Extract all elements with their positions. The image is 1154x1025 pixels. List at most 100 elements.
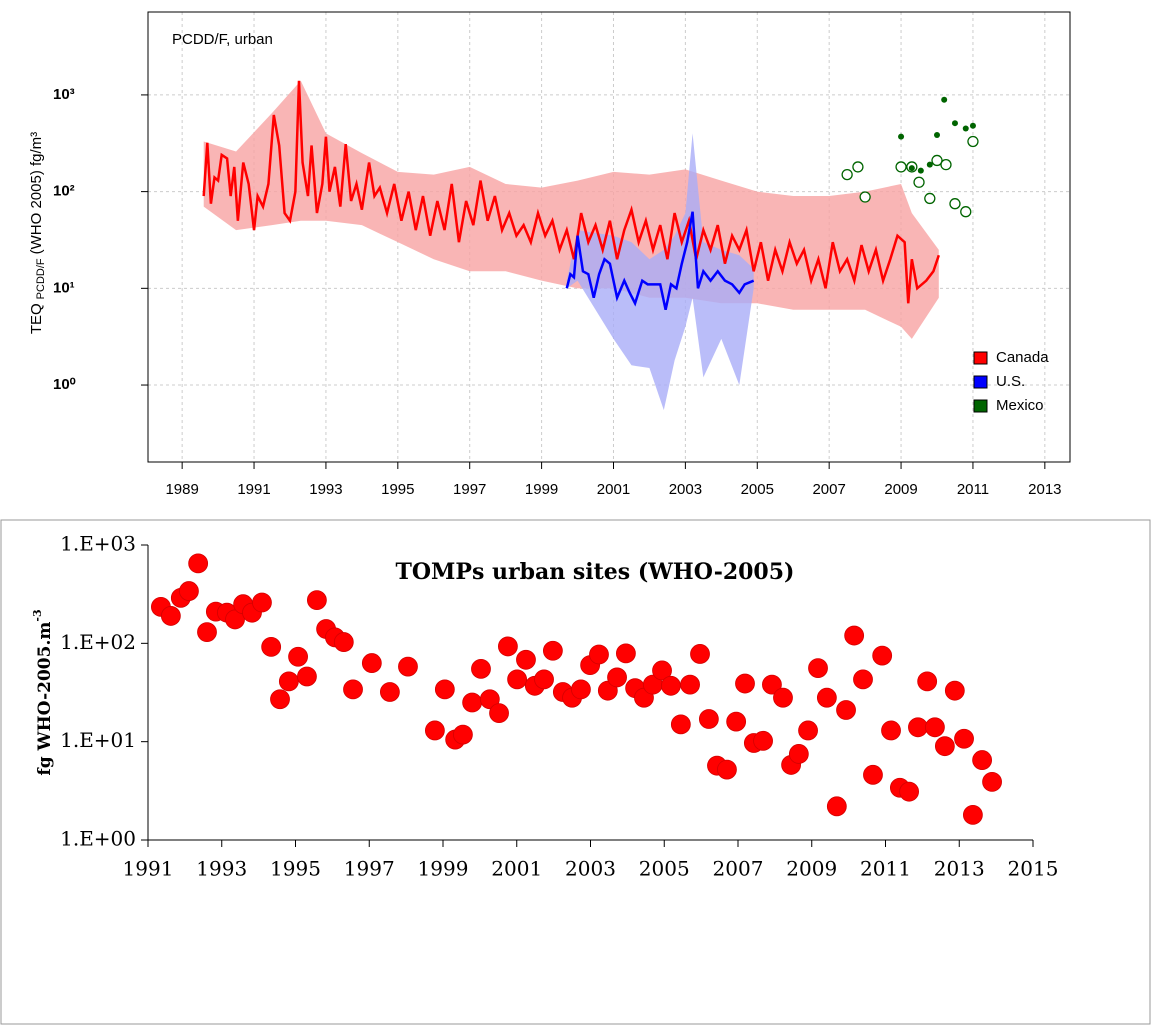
legend-label: Canada bbox=[996, 349, 1049, 366]
x-tick-label: 1995 bbox=[270, 857, 321, 881]
open-point bbox=[913, 176, 925, 188]
point bbox=[972, 750, 993, 770]
x-tick-label: 2015 bbox=[1008, 857, 1059, 881]
y-tick-label: 10⁰ bbox=[53, 376, 76, 393]
point bbox=[863, 764, 883, 785]
point bbox=[753, 730, 773, 751]
point bbox=[424, 720, 445, 741]
open-point bbox=[931, 154, 943, 167]
point bbox=[297, 666, 317, 687]
uncertainty-band bbox=[566, 133, 754, 411]
point bbox=[881, 720, 901, 741]
y-tick-label: 1.E+03 bbox=[60, 532, 136, 556]
point bbox=[333, 632, 354, 652]
point bbox=[607, 667, 627, 688]
point bbox=[343, 679, 363, 700]
x-tick-label: 2001 bbox=[597, 481, 630, 498]
point bbox=[179, 581, 199, 601]
point bbox=[197, 622, 217, 643]
legend-swatch bbox=[973, 375, 988, 389]
point bbox=[479, 689, 500, 710]
y-axis-label-part: PCDD/F bbox=[35, 258, 47, 299]
lower-frame bbox=[0, 519, 1151, 1025]
point bbox=[899, 781, 919, 802]
point bbox=[853, 669, 873, 690]
legend-label: U.S. bbox=[996, 373, 1025, 390]
open-point bbox=[841, 168, 853, 181]
x-tick-label: 2005 bbox=[639, 857, 690, 881]
y-tick-label: 1.E+00 bbox=[60, 827, 136, 851]
point bbox=[925, 717, 945, 738]
point bbox=[288, 646, 308, 667]
point bbox=[816, 687, 837, 708]
point bbox=[516, 649, 536, 670]
point bbox=[660, 675, 681, 696]
x-tick-label: 2009 bbox=[786, 857, 837, 881]
point bbox=[589, 644, 609, 665]
x-tick-label: 1989 bbox=[165, 481, 198, 498]
x-tick-label: 1999 bbox=[418, 857, 469, 881]
filled-point bbox=[908, 165, 915, 172]
point bbox=[261, 636, 282, 657]
point bbox=[534, 669, 554, 690]
point bbox=[788, 744, 809, 764]
x-tick-label: 1993 bbox=[196, 857, 247, 881]
open-point bbox=[940, 159, 952, 171]
y-tick-label: 1.E+02 bbox=[60, 630, 136, 654]
y-axis-label-sup: -3 bbox=[31, 609, 44, 621]
x-tick-label: 2007 bbox=[713, 857, 764, 881]
x-tick-label: 1991 bbox=[123, 857, 174, 881]
plot-frame bbox=[147, 11, 1071, 463]
point bbox=[252, 592, 272, 613]
point bbox=[717, 759, 737, 780]
x-tick-label: 1999 bbox=[525, 481, 558, 498]
filled-point bbox=[941, 96, 948, 103]
point bbox=[934, 736, 955, 757]
point bbox=[398, 656, 418, 677]
x-tick-label: 2009 bbox=[884, 481, 917, 498]
open-point bbox=[960, 206, 972, 218]
point bbox=[225, 609, 245, 630]
point bbox=[497, 636, 518, 657]
series-line bbox=[202, 80, 940, 304]
point bbox=[908, 717, 928, 738]
filled-point bbox=[969, 122, 976, 129]
point bbox=[773, 687, 793, 708]
x-tick-label: 2013 bbox=[934, 857, 985, 881]
point bbox=[982, 771, 1002, 792]
point bbox=[917, 671, 938, 692]
x-tick-label: 2003 bbox=[669, 481, 702, 498]
y-axis-label-part: TEQ bbox=[28, 303, 45, 334]
y-tick-label: 10¹ bbox=[53, 279, 75, 296]
x-tick-label: 2011 bbox=[957, 481, 989, 498]
filled-point bbox=[926, 161, 933, 168]
point bbox=[826, 796, 847, 817]
point bbox=[507, 669, 528, 690]
point bbox=[954, 728, 974, 749]
point bbox=[462, 692, 483, 713]
y-axis-label: fg WHO-2005.m-3 bbox=[31, 609, 55, 775]
legend-label: Mexico bbox=[996, 397, 1044, 414]
y-tick-label: 10³ bbox=[53, 86, 75, 103]
x-tick-label: 2007 bbox=[812, 481, 845, 498]
point bbox=[726, 711, 747, 732]
point bbox=[616, 643, 636, 664]
point bbox=[872, 645, 893, 666]
point bbox=[962, 804, 983, 825]
filled-point bbox=[917, 167, 924, 174]
point bbox=[808, 658, 828, 678]
x-tick-label: 2013 bbox=[1028, 481, 1061, 498]
open-point bbox=[924, 192, 936, 205]
point bbox=[379, 682, 400, 702]
point bbox=[453, 724, 473, 745]
x-tick-label: 1997 bbox=[453, 481, 486, 498]
point bbox=[944, 680, 965, 701]
open-point bbox=[859, 191, 871, 203]
point bbox=[680, 674, 700, 695]
point bbox=[361, 653, 382, 673]
filled-point bbox=[962, 125, 969, 132]
point bbox=[471, 658, 491, 679]
point bbox=[188, 553, 209, 574]
point bbox=[670, 714, 691, 735]
